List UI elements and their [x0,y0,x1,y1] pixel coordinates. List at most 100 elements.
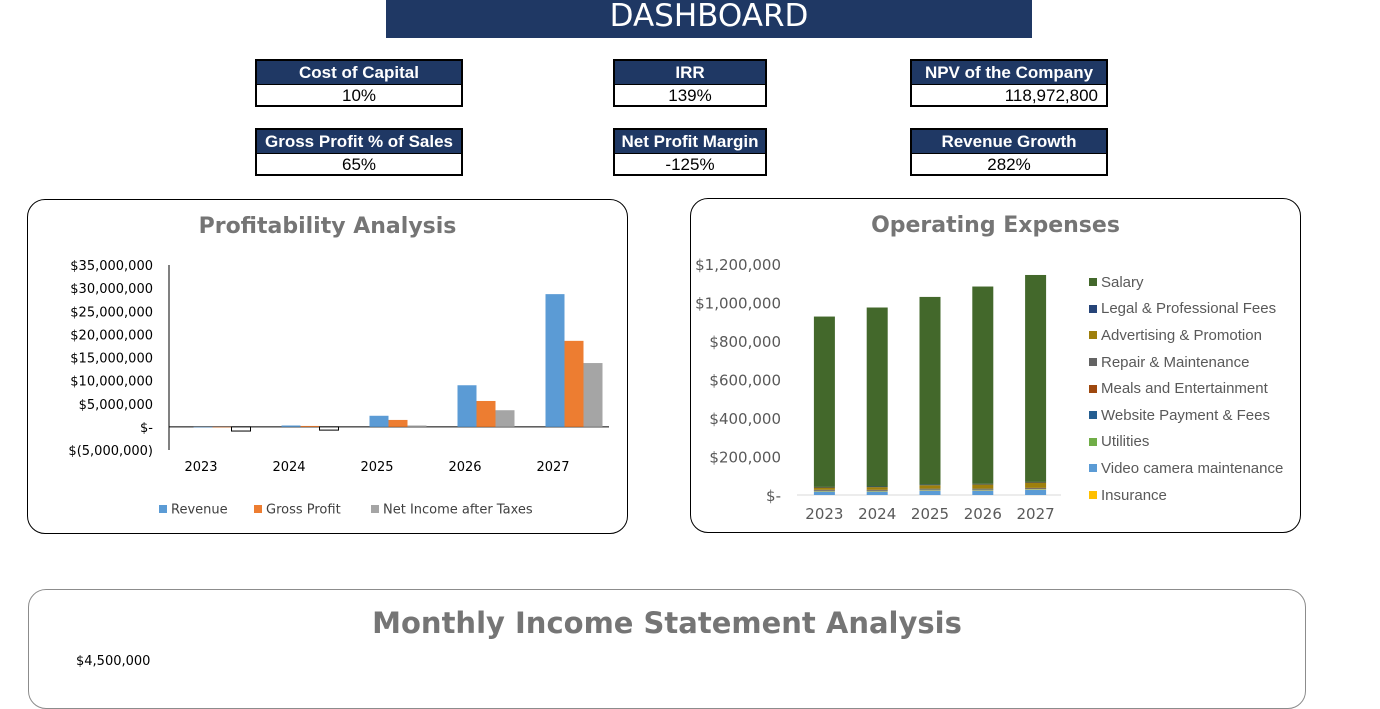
y-axis-tick: $600,000 [709,372,781,390]
y-axis-tick: $400,000 [709,410,781,428]
bar-segment[interactable] [814,490,835,491]
kpi-value: 65% [257,153,461,175]
y-axis-tick: $1,200,000 [695,256,781,274]
bar[interactable] [370,416,389,427]
bar[interactable] [458,385,477,427]
operating-expenses-legend: Salary Legal & Professional Fees Advertisi… [1089,269,1283,508]
bar-segment[interactable] [814,487,835,489]
y-axis-tick: $20,000,000 [70,328,153,343]
legend-swatch [1089,438,1097,446]
bar[interactable] [232,427,251,431]
legend-swatch [1089,464,1097,472]
x-axis-tick: 2026 [448,460,481,475]
profitability-chart-panel[interactable]: Profitability Analysis $35,000,000$30,00… [27,199,628,534]
x-axis-tick: 2024 [858,505,896,523]
kpi-label: NPV of the Company [912,61,1106,84]
bar-segment[interactable] [867,487,888,488]
y-axis-tick: $15,000,000 [70,352,153,367]
y-axis-tick: $30,000,000 [70,282,153,297]
bar-segment[interactable] [1025,275,1046,482]
y-axis-tick: $25,000,000 [70,305,153,320]
bar-segment[interactable] [972,484,993,485]
kpi-label: Cost of Capital [257,61,461,84]
kpi-npv: NPV of the Company 118,972,800 [910,59,1108,107]
kpi-net-profit-margin: Net Profit Margin -125% [613,128,767,176]
kpi-label: Gross Profit % of Sales [257,130,461,153]
bar-segment[interactable] [920,490,941,495]
bar-segment[interactable] [1025,490,1046,495]
kpi-label: Revenue Growth [912,130,1106,153]
x-axis-tick: 2023 [805,505,843,523]
kpi-label: Net Profit Margin [615,130,765,153]
bar[interactable] [408,425,427,426]
kpi-value: 118,972,800 [912,84,1106,106]
legend-swatch [159,505,167,513]
bar[interactable] [320,427,339,430]
bar-segment[interactable] [867,487,888,490]
kpi-irr: IRR 139% [613,59,767,107]
chart-title: Monthly Income Statement Analysis [29,606,1305,640]
bar-segment[interactable] [972,489,993,490]
legend-label: Meals and Entertainment [1101,380,1268,397]
legend-swatch [371,505,379,513]
bar-segment[interactable] [920,485,941,488]
legend-swatch [1089,411,1097,419]
y-axis-tick: $1,000,000 [695,295,781,313]
legend-label: Website Payment & Fees [1101,407,1270,424]
y-axis-tick: $200,000 [709,449,781,467]
bar[interactable] [213,427,232,428]
kpi-revenue-growth: Revenue Growth 282% [910,128,1108,176]
legend-swatch [1089,331,1097,339]
y-axis-tick: $800,000 [709,333,781,351]
bar[interactable] [194,427,213,428]
bar[interactable] [301,426,320,427]
dashboard-title-banner: DASHBOARD [386,0,1032,38]
legend-label: Utilities [1101,433,1149,450]
legend-swatch [1089,491,1097,499]
legend-swatch [1089,385,1097,393]
bar[interactable] [546,294,565,427]
bar-segment[interactable] [972,490,993,495]
kpi-gross-profit-pct: Gross Profit % of Sales 65% [255,128,463,176]
bar[interactable] [496,410,515,427]
bar-segment[interactable] [867,492,888,495]
legend-item: Repair & Maintenance [1089,349,1283,376]
legend-swatch [1089,358,1097,366]
x-axis-tick: 2023 [184,460,217,475]
operating-expenses-chart-panel[interactable]: Operating Expenses $1,200,000$1,000,000$… [690,198,1301,533]
legend-item: Meals and Entertainment [1089,375,1283,402]
legend-label: Video camera maintenance [1101,460,1283,477]
bar[interactable] [282,425,301,426]
bar-segment[interactable] [972,484,993,488]
y-axis-tick: $- [140,421,153,436]
legend-item: Website Payment & Fees [1089,402,1283,429]
y-axis-tick: $5,000,000 [79,398,153,413]
bar[interactable] [584,363,603,427]
bar[interactable] [477,401,496,427]
bar-segment[interactable] [920,489,941,490]
bar-segment[interactable] [814,317,835,487]
legend-item: Advertising & Promotion [1089,322,1283,349]
legend-label: Insurance [1101,487,1167,504]
bar-segment[interactable] [920,297,941,485]
profitability-bar-chart: $35,000,000$30,000,000$25,000,000$20,000… [28,200,629,535]
bar-segment[interactable] [814,487,835,488]
legend-label: Legal & Professional Fees [1101,300,1276,317]
bar[interactable] [565,341,584,427]
bar-segment[interactable] [1025,488,1046,489]
legend-item: Insurance [1089,482,1283,509]
kpi-value: -125% [615,153,765,175]
monthly-income-chart-panel[interactable]: Monthly Income Statement Analysis $4,500… [28,589,1306,709]
legend-label: Salary [1101,274,1144,291]
legend-label: Repair & Maintenance [1101,354,1249,371]
bar-segment[interactable] [867,308,888,487]
x-axis-tick: 2027 [1017,505,1055,523]
bar-segment[interactable] [867,490,888,491]
bar-segment[interactable] [920,485,941,486]
bar-segment[interactable] [972,287,993,484]
legend-item: Salary [1089,269,1283,296]
bar-segment[interactable] [814,492,835,495]
bar-segment[interactable] [1025,482,1046,487]
bar[interactable] [389,420,408,427]
bar-segment[interactable] [1025,482,1046,483]
